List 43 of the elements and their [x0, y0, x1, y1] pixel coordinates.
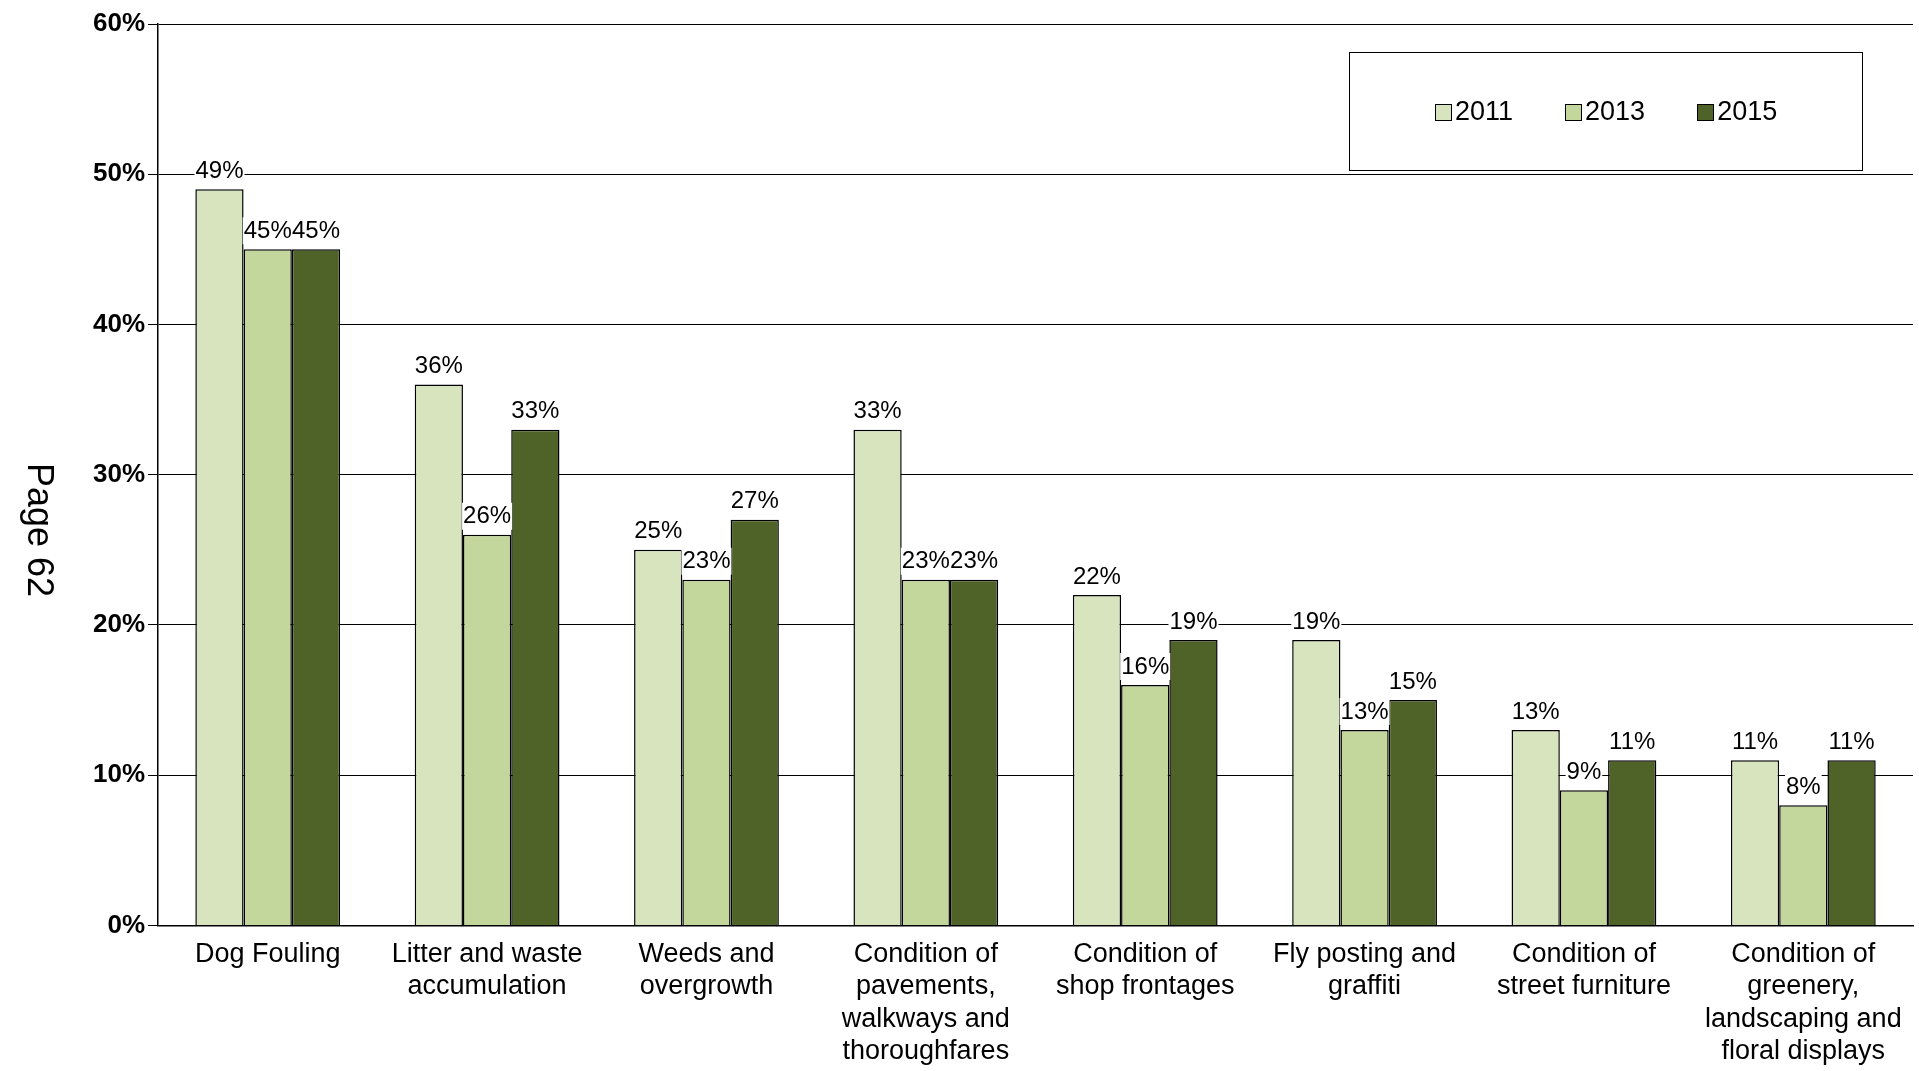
data-label: 27%: [730, 486, 779, 514]
x-tick-label: Fly posting and graffiti: [1273, 938, 1457, 1001]
y-tick-label: 50%: [92, 157, 146, 188]
legend-label: 2015: [1716, 96, 1778, 127]
x-tick-label: Condition of greenery, landscaping and floral displays: [1704, 938, 1902, 1066]
data-label: 22%: [1072, 561, 1121, 589]
data-label: 45%: [291, 215, 341, 243]
data-label: 19%: [1292, 606, 1341, 634]
x-tick-label: Weeds and overgrowth: [638, 938, 775, 1001]
data-label: 8%: [1785, 771, 1821, 799]
x-tick-label: Dog Fouling: [194, 938, 341, 969]
data-label: 11%: [1828, 726, 1875, 754]
data-label: 49%: [195, 155, 244, 183]
y-tick-label: 60%: [92, 7, 146, 38]
data-label: 23%: [950, 546, 999, 574]
data-label: 23%: [682, 546, 731, 574]
x-tick-label: Condition of pavements, walkways and thoroughfares: [840, 938, 1010, 1066]
data-label: 19%: [1169, 606, 1218, 634]
data-label: 25%: [634, 516, 683, 544]
data-label: 26%: [463, 501, 512, 529]
legend-label: 2013: [1584, 96, 1646, 127]
y-tick-label: 40%: [92, 307, 146, 338]
text: Page 62: [19, 462, 61, 598]
x-tick-label: Condition of shop frontages: [1055, 938, 1235, 1001]
data-label: 45%: [243, 215, 292, 243]
y-tick-label: 30%: [92, 457, 146, 488]
y-tick-label: 0%: [107, 908, 146, 939]
data-label: 36%: [414, 351, 463, 379]
data-label: 15%: [1388, 666, 1437, 694]
data-label: 13%: [1511, 696, 1560, 724]
x-tick-label: Condition of street furniture: [1496, 938, 1671, 1001]
y-tick-label: 20%: [92, 608, 146, 639]
data-label: 33%: [853, 396, 902, 424]
data-label: 33%: [511, 396, 560, 424]
legend-label: 2011: [1454, 96, 1514, 127]
y-tick-label: 10%: [92, 758, 146, 789]
data-label: 23%: [901, 546, 950, 574]
data-label: 16%: [1121, 651, 1170, 679]
data-label: 11%: [1731, 726, 1779, 754]
data-label: 9%: [1566, 756, 1602, 784]
data-label: 13%: [1340, 696, 1389, 724]
data-label: 11%: [1609, 726, 1656, 754]
x-tick-label: Litter and waste accumulation: [391, 938, 583, 1001]
